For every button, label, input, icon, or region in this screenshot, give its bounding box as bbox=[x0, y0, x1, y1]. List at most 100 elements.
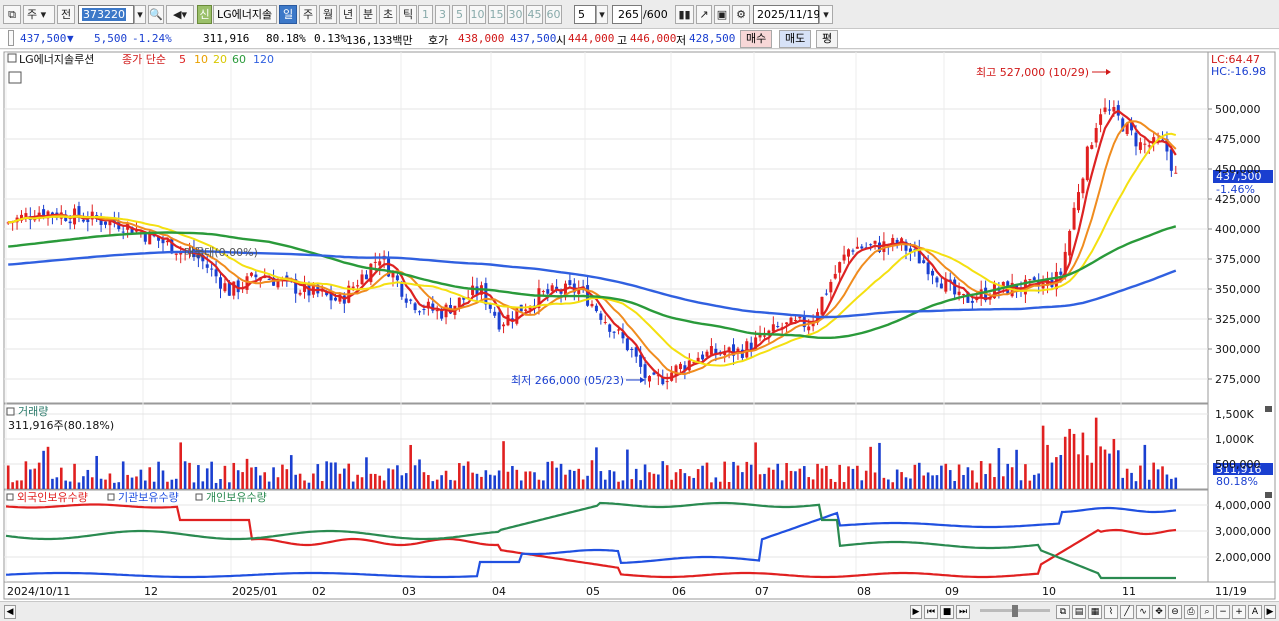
drag-icon[interactable]: ✥ bbox=[1152, 605, 1166, 619]
candle-body bbox=[497, 312, 501, 330]
interval-button-10[interactable]: 10 bbox=[469, 5, 486, 24]
calendar-icon[interactable]: ▾ bbox=[819, 5, 833, 24]
volume-bar bbox=[838, 464, 841, 489]
chart-area[interactable]: LG에너지솔루션 종가 단순 5 10 20 60 120 LC:64.47 H… bbox=[0, 50, 1279, 601]
stop-icon[interactable]: ■ bbox=[940, 605, 954, 619]
volume-bar bbox=[11, 482, 14, 489]
period-tab-5[interactable]: 초 bbox=[379, 5, 397, 24]
interval-dropdown-icon[interactable]: ▾ bbox=[596, 5, 608, 24]
volume-panel-close-icon[interactable] bbox=[1265, 406, 1272, 412]
print-icon[interactable]: ⎙ bbox=[1184, 605, 1198, 619]
holding-panel-close-icon[interactable] bbox=[1265, 492, 1272, 498]
holding-legend-icon-2[interactable] bbox=[107, 493, 115, 501]
gear-icon[interactable]: ⚙ bbox=[732, 5, 750, 24]
period-tab-2[interactable]: 월 bbox=[319, 5, 337, 24]
speaker-icon[interactable]: ◀▾ bbox=[166, 5, 194, 24]
period-tab-1[interactable]: 주 bbox=[299, 5, 317, 24]
date-input[interactable]: 2025/11/19 bbox=[753, 5, 820, 24]
zoom-out-icon[interactable]: − bbox=[1216, 605, 1230, 619]
interval-button-1[interactable]: 1 bbox=[418, 5, 433, 24]
x-right-label: 11/19 bbox=[1215, 585, 1247, 598]
legend-box-icon[interactable] bbox=[7, 53, 17, 63]
candle-body bbox=[201, 254, 205, 262]
code-dropdown-icon[interactable]: ▾ bbox=[134, 5, 146, 24]
prev-button[interactable]: 전 bbox=[57, 5, 75, 24]
first-page-icon[interactable]: ⏮ bbox=[924, 605, 938, 619]
candle-body bbox=[709, 346, 713, 355]
candle-body bbox=[1090, 145, 1094, 149]
chart-window-icon[interactable]: ⧉ bbox=[3, 5, 21, 24]
interval-button-30[interactable]: 30 bbox=[507, 5, 524, 24]
volume-bar bbox=[608, 470, 611, 489]
candle-body bbox=[546, 289, 550, 294]
volume-bar bbox=[842, 482, 846, 489]
count-input[interactable]: 265 bbox=[612, 5, 642, 24]
search-icon[interactable]: 🔍 bbox=[148, 5, 164, 24]
sell-button[interactable]: 매도 bbox=[779, 30, 812, 48]
candle-body bbox=[325, 291, 329, 296]
volume-bar bbox=[68, 481, 72, 489]
interval-input[interactable]: 5 bbox=[574, 5, 596, 24]
volume-bar bbox=[714, 477, 718, 489]
volume-y-ticks: 1,500K 1,000K 500,000 bbox=[1215, 408, 1261, 471]
scroll-right-icon[interactable]: ▶ bbox=[910, 605, 922, 619]
legend-stock-name: LG에너지솔루션 bbox=[19, 53, 94, 66]
volume-bar bbox=[718, 481, 722, 489]
candle-body bbox=[515, 308, 519, 324]
interval-button-5[interactable]: 5 bbox=[452, 5, 467, 24]
search-zoom-icon[interactable]: ⌕ bbox=[1200, 605, 1214, 619]
holding-legend-icon-1[interactable] bbox=[6, 493, 14, 501]
candle-style-icon[interactable]: ▮▮ bbox=[675, 5, 694, 24]
volume-bar bbox=[170, 479, 174, 489]
scroll-left-icon[interactable]: ◀ bbox=[4, 605, 16, 619]
volume-bar bbox=[33, 468, 37, 489]
stock-chart[interactable]: LG에너지솔루션 종가 단순 5 10 20 60 120 LC:64.47 H… bbox=[0, 50, 1279, 601]
candle-body bbox=[665, 381, 669, 383]
text-size-icon[interactable]: A bbox=[1248, 605, 1262, 619]
interval-button-15[interactable]: 15 bbox=[488, 5, 505, 24]
trend-icon[interactable]: ∿ bbox=[1136, 605, 1150, 619]
period-tab-3[interactable]: 년 bbox=[339, 5, 357, 24]
candle-body bbox=[851, 250, 855, 252]
line-icon[interactable]: ╱ bbox=[1120, 605, 1134, 619]
draw-tool-icon[interactable]: ↗ bbox=[696, 5, 712, 24]
interval-button-45[interactable]: 45 bbox=[526, 5, 543, 24]
volume-bar bbox=[674, 472, 678, 489]
volume-bar bbox=[856, 465, 859, 489]
candle-body bbox=[391, 272, 395, 278]
candle-body bbox=[594, 305, 598, 312]
volume-bar bbox=[46, 446, 50, 489]
candle-body bbox=[1028, 279, 1032, 281]
period-tab-6[interactable]: 틱 bbox=[399, 5, 417, 24]
period-select[interactable]: 주 ▾ bbox=[23, 5, 55, 24]
candle-body bbox=[1143, 143, 1147, 145]
volume-legend-icon[interactable] bbox=[6, 407, 15, 416]
candle-body bbox=[789, 317, 793, 325]
price-y-tick-label: 325,000 bbox=[1215, 313, 1261, 326]
buy-button[interactable]: 매수 bbox=[740, 30, 773, 48]
table-icon[interactable] bbox=[8, 71, 22, 84]
copy-icon[interactable]: ⧉ bbox=[1056, 605, 1070, 619]
stock-code-input[interactable]: 373220 bbox=[78, 5, 134, 24]
period-tab-4[interactable]: 분 bbox=[359, 5, 377, 24]
candle-body bbox=[493, 311, 497, 316]
grid-icon[interactable]: ▦ bbox=[1088, 605, 1102, 619]
candle-body bbox=[400, 282, 404, 297]
zoom-in-icon[interactable]: + bbox=[1232, 605, 1246, 619]
save-icon[interactable]: ▣ bbox=[714, 5, 730, 24]
scroll-end-icon[interactable]: ▶ bbox=[1264, 605, 1276, 619]
average-button[interactable]: 평 bbox=[816, 30, 839, 48]
volume-bar bbox=[820, 468, 824, 489]
layout-icon[interactable]: ▤ bbox=[1072, 605, 1086, 619]
volume-bar bbox=[1108, 453, 1111, 489]
indicator-icon[interactable]: ⌇ bbox=[1104, 605, 1118, 619]
period-tab-0[interactable]: 일 bbox=[279, 5, 297, 24]
last-page-icon[interactable]: ⏭ bbox=[956, 605, 970, 619]
zoom-slider-thumb[interactable] bbox=[1012, 605, 1018, 617]
holding-legend-icon-3[interactable] bbox=[195, 493, 203, 501]
interval-button-60[interactable]: 60 bbox=[545, 5, 562, 24]
volume-bar bbox=[440, 475, 443, 489]
lock-icon[interactable]: ⊖ bbox=[1168, 605, 1182, 619]
interval-button-3[interactable]: 3 bbox=[435, 5, 450, 24]
quote-expand-icon[interactable] bbox=[8, 30, 14, 46]
